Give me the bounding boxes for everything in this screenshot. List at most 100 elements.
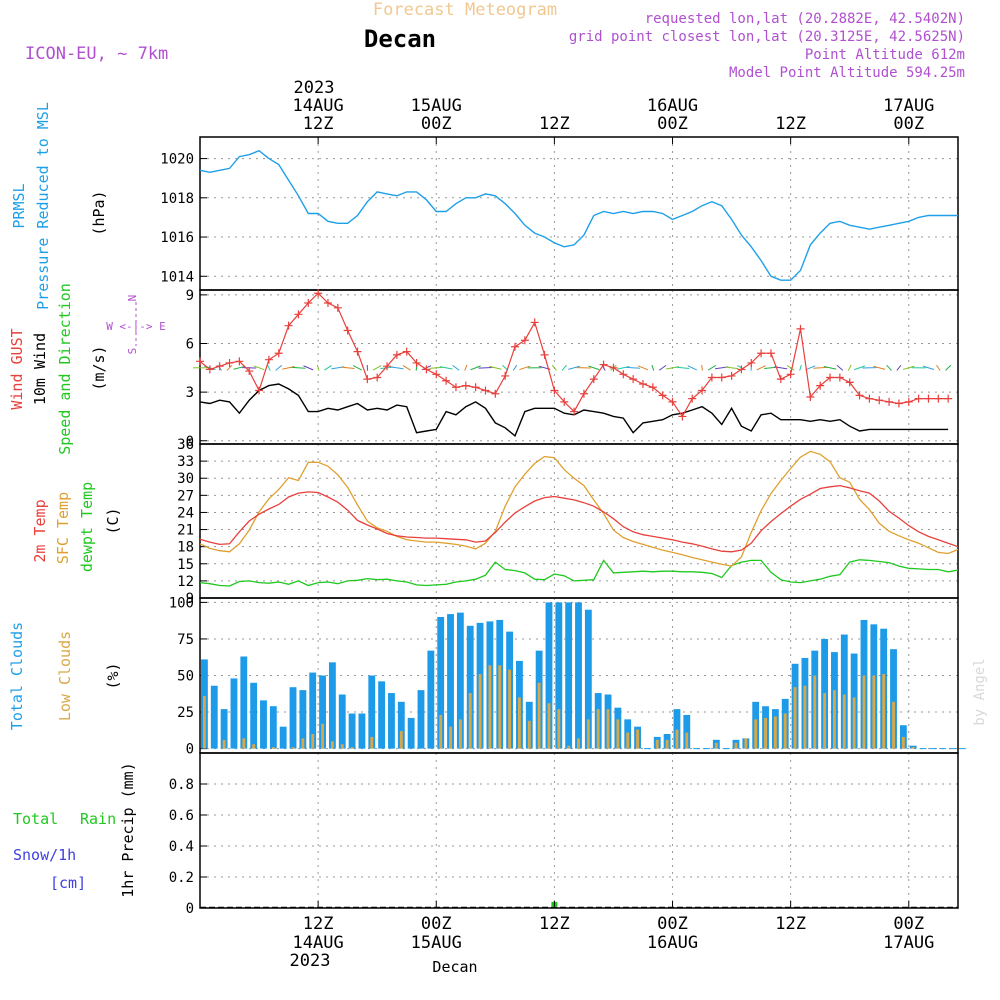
x-date-label-bottom: 17AUG — [883, 933, 934, 953]
low-cloud-bar — [518, 697, 521, 749]
gust-marker — [392, 350, 401, 359]
low-cloud-bar — [577, 738, 580, 749]
label-hpa: (hPa) — [90, 190, 108, 235]
low-cloud-bar — [330, 741, 334, 749]
low-cloud-bar — [527, 720, 531, 749]
gust-marker — [333, 303, 342, 312]
total-cloud-bar — [575, 602, 582, 749]
wind-arrow — [568, 365, 581, 370]
low-cloud-bar — [340, 744, 344, 749]
low-cloud-bar — [468, 693, 472, 749]
series-sfc-temp — [199, 450, 959, 567]
wind-arrow — [275, 364, 283, 371]
gust-marker — [619, 370, 628, 379]
total-cloud-bar — [397, 701, 405, 749]
gust-marker — [530, 318, 539, 327]
wind-arrow — [637, 365, 649, 371]
y-tick-label: 0 — [186, 901, 194, 917]
total-cloud-bar — [348, 713, 356, 749]
low-cloud-bar — [478, 674, 482, 749]
low-cloud-bar — [685, 732, 689, 749]
total-cloud-bar — [565, 602, 573, 749]
total-cloud-bar — [447, 614, 454, 749]
total-cloud-bar — [388, 693, 395, 749]
gust-marker — [264, 355, 273, 364]
gridpoint-coords: grid point closest lon,lat (20.3125E, 42… — [569, 29, 965, 45]
total-cloud-bar — [890, 649, 897, 749]
x-hour-label-top: 00Z — [657, 114, 688, 134]
gust-marker — [412, 358, 421, 367]
label-10m-wind: 10m Wind — [31, 333, 49, 405]
y-tick-label: 1014 — [160, 269, 194, 285]
x-hour-label-top: 12Z — [539, 114, 570, 134]
wind-arrow — [786, 364, 795, 371]
wind-arrow — [452, 364, 460, 371]
gust-marker — [461, 381, 470, 390]
low-cloud-bar — [872, 675, 876, 749]
gust-marker — [944, 394, 953, 403]
gust-marker — [638, 380, 647, 389]
gust-marker — [668, 397, 677, 406]
low-cloud-bar — [714, 742, 718, 749]
wind-arrow — [561, 364, 567, 371]
x-date-label-top: 15AUG — [411, 96, 462, 116]
x-date-label-top: 17AUG — [883, 96, 934, 116]
wind-arrow — [267, 364, 271, 371]
y-tick-label: 1018 — [160, 191, 194, 207]
low-cloud-bar — [301, 738, 305, 749]
gust-marker — [599, 360, 608, 369]
wind-arrow — [626, 366, 641, 369]
wind-arrow — [303, 365, 314, 371]
low-cloud-bar — [734, 742, 738, 749]
wind-compass: N S W <-|-> E — [106, 295, 166, 355]
wind-arrow — [253, 365, 265, 371]
y-tick-label: 27 — [177, 488, 194, 504]
total-cloud-bar — [289, 687, 297, 749]
label-1hr-precip: 1hr Precip (mm) — [119, 762, 137, 897]
label-low-clouds: Low Clouds — [56, 631, 74, 721]
gust-marker — [924, 394, 933, 403]
total-cloud-bar — [466, 625, 474, 749]
gust-marker — [579, 389, 588, 398]
gust-marker — [205, 365, 214, 374]
x-hour-label-top: 00Z — [893, 114, 924, 134]
y-tick-label: 0 — [186, 434, 194, 450]
wind-arrow — [805, 365, 816, 371]
y-tick-label: 9 — [186, 288, 194, 304]
bottom-location: Decan — [432, 958, 477, 976]
y-tick-label: 33 — [177, 454, 194, 470]
label-sfc-temp: SFC Temp — [54, 492, 72, 564]
y-tick-label: 75 — [177, 632, 194, 648]
gust-marker — [343, 326, 352, 335]
low-cloud-bar — [793, 687, 797, 749]
gust-marker — [481, 386, 490, 395]
gust-marker — [353, 347, 362, 356]
wind-arrow — [707, 365, 717, 371]
x-hour-label-top: 12Z — [775, 114, 806, 134]
x-hour-label-top: 00Z — [421, 114, 452, 134]
y-tick-label: 0.4 — [169, 839, 194, 855]
low-cloud-bar — [813, 675, 817, 749]
wind-arrow — [429, 366, 444, 369]
gust-marker — [688, 394, 697, 403]
total-cloud-bar — [437, 617, 445, 749]
gust-marker — [885, 397, 894, 406]
gust-marker — [570, 407, 579, 416]
chart-panels: 1014101610181020036991215182124273033360… — [160, 96, 966, 953]
panel-clouds: 0 25 50 75 100 — [169, 595, 959, 758]
series-wind-gust — [199, 292, 949, 418]
gust-marker — [737, 365, 746, 374]
wind-arrow — [854, 365, 866, 371]
y-tick-label: 18 — [177, 540, 194, 556]
low-cloud-bar — [557, 709, 561, 749]
low-cloud-bar — [252, 744, 256, 749]
x-hour-label-top: 12Z — [303, 114, 334, 134]
top-year: 2023 — [294, 78, 335, 98]
total-cloud-bar — [407, 717, 415, 749]
low-cloud-bar — [567, 745, 571, 749]
low-cloud-bar — [350, 747, 354, 749]
low-cloud-bar — [823, 693, 827, 749]
low-cloud-bar — [606, 709, 610, 749]
